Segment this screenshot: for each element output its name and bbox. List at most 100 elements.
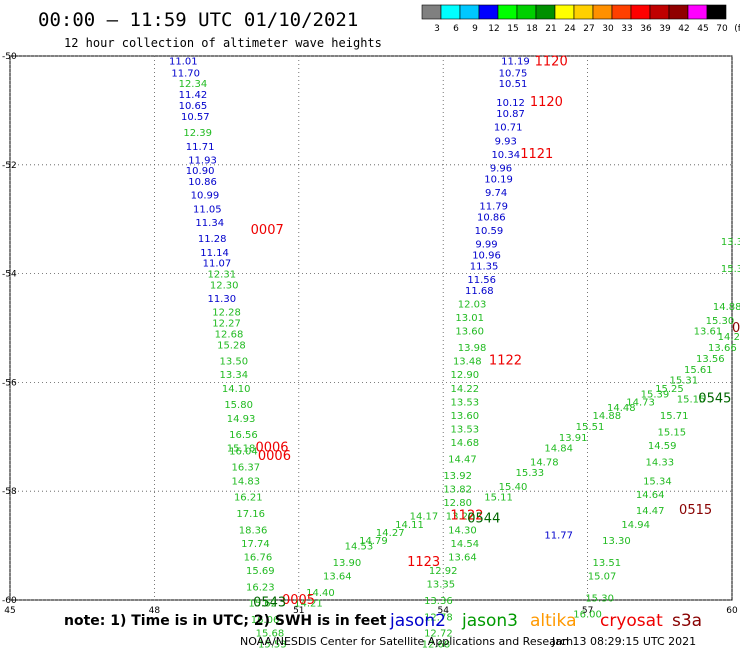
colorbar-label: 30 [602, 24, 614, 34]
y-tick-label: -60 [2, 596, 17, 606]
cryosat-point: 1121 [520, 147, 553, 162]
footer-credit: NOAA/NESDIS Center for Satellite Applica… [240, 635, 573, 648]
jason3-point: 14.54 [451, 539, 480, 550]
jason2-point: 10.19 [484, 174, 513, 185]
jason3-point: 13.61 [694, 327, 723, 338]
jason3-point: 15.68 [256, 629, 285, 640]
jason3-point: 15.18 [227, 444, 256, 455]
cryosat-point: 0006 [258, 449, 291, 464]
jason3-point: 12.28 [212, 308, 241, 319]
colorbar-swatch [440, 4, 461, 20]
cryosat-point: 1120 [530, 95, 563, 110]
jason3-point: 13.91 [559, 433, 588, 444]
legend-item-cryosat: cryosat [600, 611, 663, 631]
jason2-point: 11.28 [198, 234, 227, 245]
jason3-point: 18.36 [239, 525, 268, 536]
cryosat-point: 1122 [450, 509, 483, 524]
legend-item-jason3: jason3 [461, 611, 518, 631]
x-tick-label: 45 [4, 606, 15, 616]
s3a-point: 0 [732, 321, 740, 336]
jason3-point: 15.15 [658, 427, 687, 438]
jason3-point: 15.40 [499, 482, 528, 493]
cryosat-point: 1122 [489, 354, 522, 369]
jason3-point: 14.40 [306, 588, 335, 599]
jason3-point: 13.82 [443, 484, 472, 495]
jason3-point: 13.64 [323, 572, 352, 583]
colorbar-swatch [592, 4, 613, 20]
jason3-point: 15.25 [655, 384, 684, 395]
axis-ticks: 45 48 51 54 57 60 -50 -52 -54 -56 -58 -60 [2, 52, 738, 616]
jason3-point: 12.90 [451, 370, 480, 381]
colorbar-label: 70 [716, 24, 728, 34]
jason2-point: 11.70 [171, 68, 200, 79]
jason3-point: 14.88 [593, 411, 622, 422]
jason3-point: 16.06 [251, 615, 280, 626]
colorbar-swatch [706, 4, 727, 20]
jason2-point: 11.19 [501, 56, 530, 67]
colorbar-label: 36 [640, 24, 652, 34]
colorbar-swatch [630, 4, 651, 20]
jason3-point: 15.15 [677, 395, 706, 406]
jason2-point: 10.71 [494, 123, 523, 134]
jason3-point: 13.22 [446, 512, 475, 523]
footer-note: note: 1) Time is in UTC; 2) SWH is in fe… [64, 613, 387, 629]
colorbar-swatch [497, 4, 518, 20]
colorbar-swatch [516, 4, 537, 20]
jason3-point: 15.3 [721, 264, 740, 275]
jason3-point: 12.68 [215, 329, 244, 340]
legend-item-jason2: jason2 [389, 611, 446, 631]
jason3-point: 13.66 [708, 343, 737, 354]
jason3-point: 12.78 [424, 612, 453, 623]
jason3-point: 15.31 [670, 376, 699, 387]
jason2-point: 10.59 [475, 226, 504, 237]
chart-subtitle: 12 hour collection of altimeter wave hei… [64, 36, 382, 50]
jason3-point: 16.76 [244, 552, 273, 563]
jason3-point: 13.53 [451, 397, 480, 408]
jason3-point: 15.39 [641, 389, 670, 400]
jason3-point: 14.30 [448, 525, 477, 536]
jason2-point: 10.86 [477, 212, 506, 223]
colorbar-label: 42 [678, 24, 689, 34]
jason3-point: 15.33 [516, 468, 545, 479]
jason3-point: 14.94 [621, 520, 650, 531]
jason3-point: 12.80 [443, 498, 472, 509]
colorbar-label: 45 [697, 24, 708, 34]
jason3-point: 16.00 [573, 610, 602, 621]
colorbar-swatch [611, 4, 632, 20]
colorbar-swatch [649, 4, 670, 20]
jason3-point: 12.68 [422, 640, 451, 650]
jason3-point: 14.47 [636, 506, 665, 517]
jason3-point: 14.88 [713, 302, 740, 313]
jason3-point: 13.98 [458, 343, 487, 354]
jason3-point: 17.74 [241, 539, 270, 550]
jason2-point: 11.30 [207, 294, 236, 305]
cryosat-point: 1123 [407, 555, 440, 570]
cryosat-point: 1120 [535, 54, 568, 69]
jason3-point: 13.36 [424, 596, 453, 607]
colorbar-label: 15 [507, 24, 518, 34]
jason3-point: 16.56 [229, 430, 258, 441]
jason3-point: 14.53 [345, 542, 374, 553]
jason2-point: 11.56 [467, 275, 496, 286]
satellite-legend: jason2 jason3 altika cryosat s3a [389, 611, 702, 631]
jason2-point: 9.74 [485, 188, 507, 199]
colorbar-swatch [554, 4, 575, 20]
jason3-point: 14.93 [227, 414, 256, 425]
jason2-point: 11.07 [203, 259, 232, 270]
plot-frame [9, 55, 733, 601]
colorbar-swatch [478, 4, 499, 20]
jason2-point: 11.01 [169, 56, 198, 67]
y-tick-label: -54 [2, 270, 17, 280]
jason3-point: 13.60 [455, 327, 484, 338]
jason3-point: 13.60 [451, 411, 480, 422]
y-tick-label: -58 [2, 487, 17, 497]
jason3-point: 14.33 [645, 457, 674, 468]
jason3-labels-point: 0543 [253, 596, 286, 611]
jason2-point: 9.99 [475, 240, 497, 251]
jason3-point: 15.62 [248, 599, 277, 610]
jason3-point: 13.30 [602, 536, 631, 547]
colorbar-label: 33 [621, 24, 632, 34]
jason3-point: 13.48 [453, 357, 482, 368]
